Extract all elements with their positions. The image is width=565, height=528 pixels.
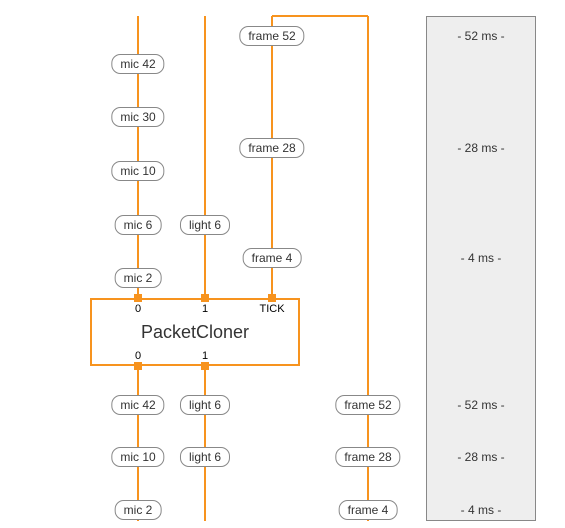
wire-vertical xyxy=(204,366,206,521)
stream-node-bottom: mic 10 xyxy=(111,447,164,467)
wire-vertical xyxy=(204,16,206,298)
stream-node-top: frame 52 xyxy=(239,26,304,46)
port-top-label: 1 xyxy=(202,303,208,315)
stream-node-top: mic 2 xyxy=(115,268,162,288)
stream-node-bottom: frame 52 xyxy=(335,395,400,415)
stream-node-bottom: mic 42 xyxy=(111,395,164,415)
port-top xyxy=(268,294,276,302)
port-top xyxy=(134,294,142,302)
time-scale-panel xyxy=(426,16,536,521)
stream-node-top: mic 6 xyxy=(115,215,162,235)
stream-node-bottom: frame 28 xyxy=(335,447,400,467)
time-scale-label: - 4 ms - xyxy=(461,251,502,265)
stream-node-top: frame 4 xyxy=(243,248,302,268)
stream-node-bottom: light 6 xyxy=(180,447,230,467)
stream-node-bottom: mic 2 xyxy=(115,500,162,520)
wire-vertical xyxy=(367,16,369,521)
stream-node-bottom: light 6 xyxy=(180,395,230,415)
time-scale-label: - 4 ms - xyxy=(461,503,502,517)
time-scale-label: - 28 ms - xyxy=(457,141,504,155)
wire-vertical xyxy=(137,366,139,521)
port-bottom xyxy=(134,362,142,370)
stream-node-top: light 6 xyxy=(180,215,230,235)
port-bottom xyxy=(201,362,209,370)
stream-node-top: mic 30 xyxy=(111,107,164,127)
port-bottom-label: 1 xyxy=(202,350,208,362)
port-top-label: TICK xyxy=(259,303,284,315)
stream-node-top: frame 28 xyxy=(239,138,304,158)
diagram-canvas: PacketCloner01TICK01mic 42mic 30mic 10mi… xyxy=(0,0,565,528)
port-top xyxy=(201,294,209,302)
stream-node-top: mic 10 xyxy=(111,161,164,181)
port-bottom-label: 0 xyxy=(135,350,141,362)
time-scale-label: - 52 ms - xyxy=(457,29,504,43)
wire-horizontal xyxy=(272,15,368,17)
time-scale-label: - 52 ms - xyxy=(457,398,504,412)
time-scale-label: - 28 ms - xyxy=(457,450,504,464)
stream-node-top: mic 42 xyxy=(111,54,164,74)
port-top-label: 0 xyxy=(135,303,141,315)
stream-node-bottom: frame 4 xyxy=(339,500,398,520)
